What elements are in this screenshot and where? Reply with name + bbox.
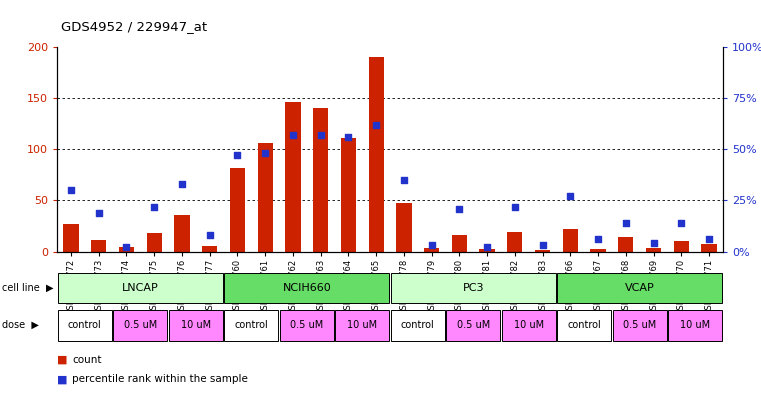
Point [148,204,161,210]
Bar [702,244,717,252]
Text: 0.5 uM: 0.5 uM [457,320,490,330]
Bar [230,168,245,252]
Text: GDS4952 / 229947_at: GDS4952 / 229947_at [61,20,207,33]
Bar [91,240,107,252]
Point [287,132,299,138]
Point [648,240,660,246]
Bar [341,138,356,252]
Point [176,181,188,187]
Bar [174,215,189,252]
Bar [390,272,556,303]
Point [481,244,493,251]
Point [314,132,326,138]
Bar [646,248,661,252]
Bar [313,108,328,252]
Point [370,122,382,128]
Bar [390,310,445,341]
Bar [557,310,611,341]
Point [509,204,521,210]
Text: control: control [401,320,435,330]
Bar [224,310,279,341]
Text: 10 uM: 10 uM [514,320,544,330]
Text: 0.5 uM: 0.5 uM [124,320,157,330]
Bar [63,224,78,252]
Bar [279,310,334,341]
Point [398,177,410,183]
Bar [224,272,390,303]
Bar [535,250,550,252]
Point [204,232,216,238]
Text: control: control [68,320,102,330]
Point [619,220,632,226]
Text: PC3: PC3 [463,283,484,293]
Bar [58,310,112,341]
Bar [508,232,523,252]
Text: percentile rank within the sample: percentile rank within the sample [72,374,248,384]
Point [703,236,715,242]
Point [259,150,271,156]
Point [120,244,132,251]
Bar [446,310,501,341]
Bar [591,250,606,252]
Bar [119,248,134,252]
Bar [479,250,495,252]
Text: 10 uM: 10 uM [347,320,377,330]
Bar [618,237,633,252]
Text: dose  ▶: dose ▶ [2,320,38,330]
Bar [285,102,301,252]
Point [342,134,355,140]
Point [454,206,466,212]
Text: control: control [234,320,268,330]
Bar [58,272,223,303]
Bar [113,310,167,341]
Bar [668,310,722,341]
Text: NCIH660: NCIH660 [282,283,331,293]
Bar [501,310,556,341]
Text: 0.5 uM: 0.5 uM [623,320,656,330]
Point [425,242,438,248]
Text: control: control [568,320,601,330]
Point [675,220,687,226]
Text: ■: ■ [57,354,68,365]
Text: 10 uM: 10 uM [180,320,211,330]
Point [231,152,244,159]
Text: ■: ■ [57,374,68,384]
Bar [202,246,218,252]
Bar [424,248,439,252]
Bar [673,241,689,252]
Bar [169,310,223,341]
Bar [613,310,667,341]
Text: VCAP: VCAP [625,283,654,293]
Point [564,193,576,200]
Point [93,209,105,216]
Text: LNCAP: LNCAP [122,283,159,293]
Bar [257,143,272,252]
Text: cell line  ▶: cell line ▶ [2,283,53,293]
Text: count: count [72,354,102,365]
Bar [452,235,467,252]
Bar [557,272,722,303]
Bar [335,310,390,341]
Bar [147,233,162,252]
Point [537,242,549,248]
Bar [562,229,578,252]
Bar [368,57,384,252]
Point [592,236,604,242]
Text: 10 uM: 10 uM [680,320,710,330]
Text: 0.5 uM: 0.5 uM [290,320,323,330]
Bar [396,204,412,252]
Point [65,187,77,193]
